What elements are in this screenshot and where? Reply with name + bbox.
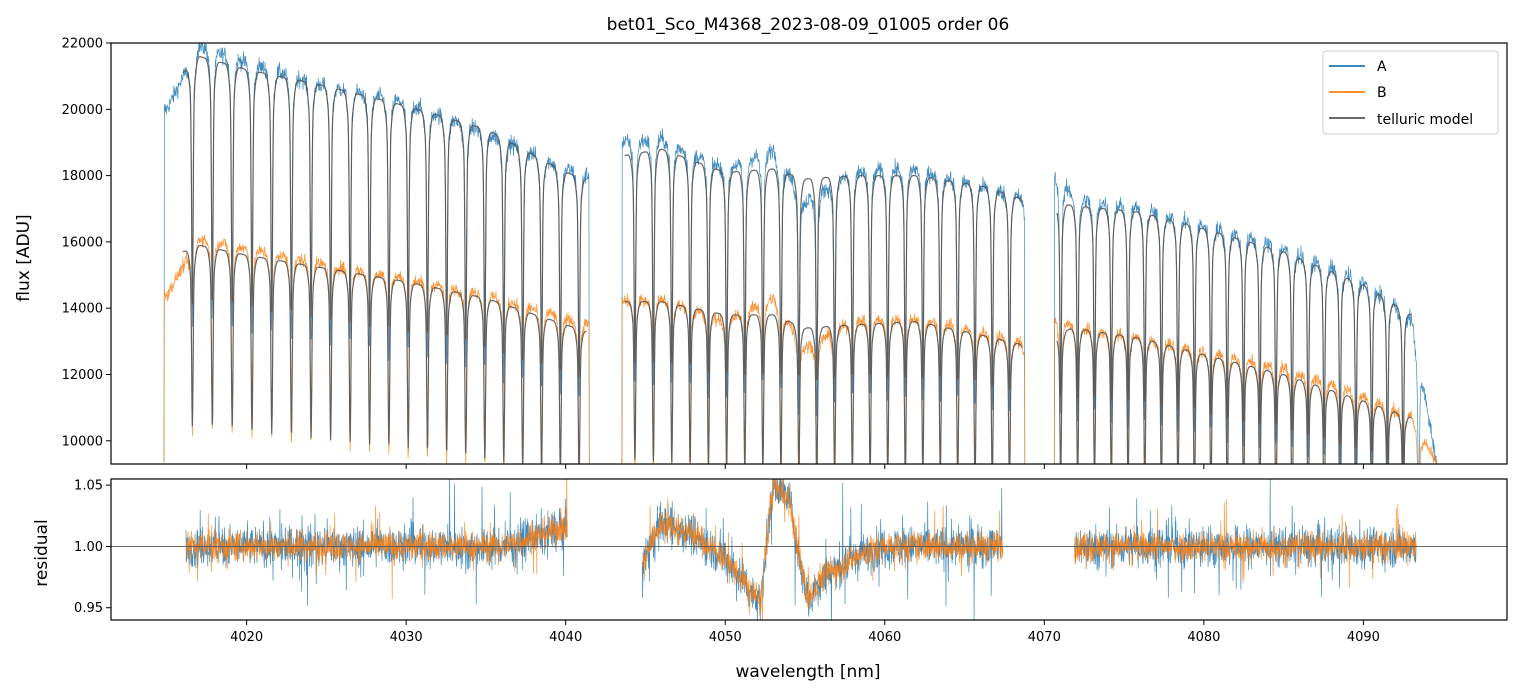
x-axis-label: wavelength [nm]: [735, 662, 880, 682]
bottom-panel-frame: [110, 478, 1508, 621]
top-y-tick-label: 20000: [62, 103, 103, 118]
x-tick-label: 4080: [1187, 630, 1220, 645]
x-tick-label: 4060: [868, 630, 901, 645]
legend-label-b: B: [1377, 85, 1387, 101]
top-y-tick-label: 12000: [62, 368, 103, 383]
x-tick-label: 4030: [390, 630, 423, 645]
chart-title: bet01_Sco_M4368_2023-08-09_01005 order 0…: [607, 15, 1010, 35]
top-y-tick-label: 18000: [62, 169, 103, 184]
bottom-y-tick-label: 1.05: [74, 479, 103, 494]
x-tick-label: 4040: [549, 630, 582, 645]
top-panel: 10000 12000 14000 16000 18000 20000 22000 flux…: [14, 37, 1508, 469]
top-y-tick-label: 22000: [62, 37, 103, 52]
top-panel-frame: [110, 42, 1508, 465]
x-tick-label: 4020: [230, 630, 263, 645]
bottom-y-tick-label: 1.00: [74, 540, 103, 555]
top-y-axis-label: flux [ADU]: [14, 214, 34, 301]
legend: A B telluric model: [1322, 50, 1499, 135]
bottom-y-axis-label: residual: [32, 519, 52, 586]
x-tick-label: 4050: [709, 630, 742, 645]
x-tick-label: 4090: [1347, 630, 1380, 645]
legend-box: [1322, 50, 1499, 135]
legend-label-a: A: [1377, 59, 1387, 75]
residual-b-line: [185, 479, 1417, 620]
telluric-model-a-line: [182, 56, 1412, 464]
bottom-y-tick-label: 0.95: [74, 601, 103, 616]
bottom-panel: 0.95 1.00 1.05 4020 4030 4040 4050 4060 4070 408…: [32, 478, 1508, 645]
top-y-tick-label: 14000: [62, 302, 103, 317]
top-y-tick-label: 10000: [62, 434, 103, 449]
x-tick-label: 4070: [1028, 630, 1061, 645]
top-y-tick-label: 16000: [62, 235, 103, 250]
telluric-model-b-line: [182, 245, 1412, 464]
legend-label-telluric: telluric model: [1377, 112, 1473, 128]
